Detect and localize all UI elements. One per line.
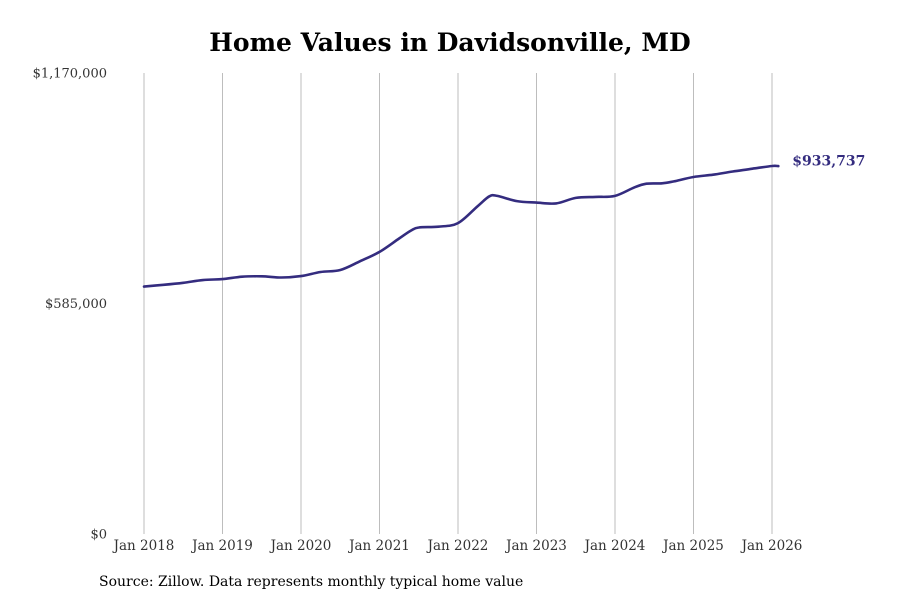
end-value-label: $933,737	[792, 154, 865, 170]
y-tick-label: $585,000	[45, 297, 107, 312]
source-note: Source: Zillow. Data represents monthly …	[99, 574, 524, 590]
x-tick-label: Jan 2023	[504, 538, 567, 554]
x-tick-label: Jan 2024	[583, 538, 646, 554]
x-tick-label: Jan 2018	[112, 538, 175, 554]
x-tick-label: Jan 2025	[661, 538, 724, 554]
x-tick-label: Jan 2022	[426, 538, 489, 554]
home-value-line	[142, 164, 780, 288]
x-tick-label: Jan 2021	[347, 538, 410, 554]
x-tick-label: Jan 2020	[269, 538, 332, 554]
x-tick-label: Jan 2026	[740, 538, 803, 554]
chart-title: Home Values in Davidsonville, MD	[209, 28, 691, 57]
x-tick-label: Jan 2019	[190, 538, 253, 554]
y-tick-label: $1,170,000	[33, 67, 107, 82]
y-tick-label: $0	[90, 528, 107, 543]
